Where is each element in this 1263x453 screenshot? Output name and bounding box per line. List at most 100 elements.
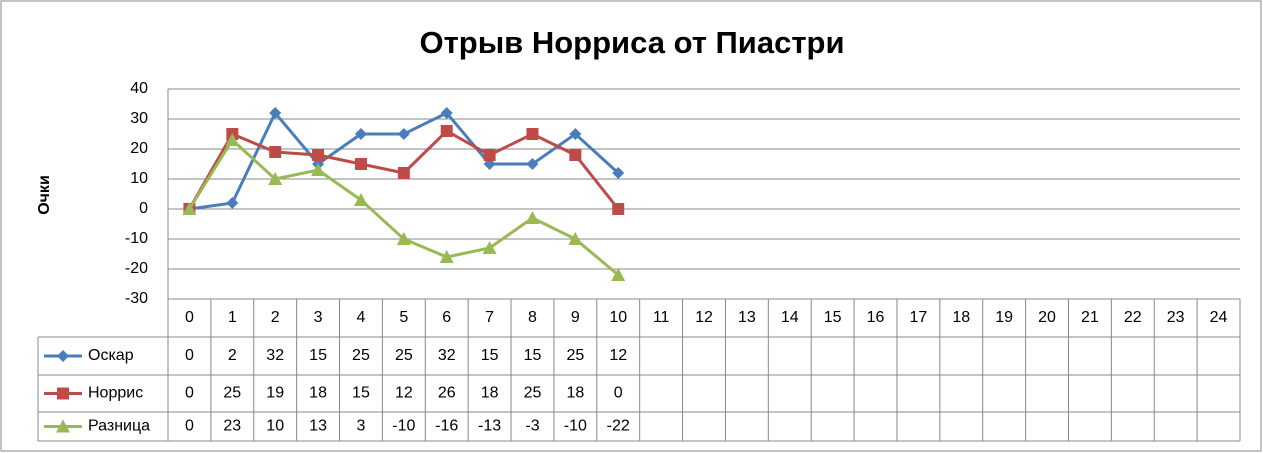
marker [397,167,410,179]
marker [482,241,497,254]
marker [353,193,368,206]
table-cell: 32 [266,347,284,364]
y-tick-label: 0 [139,200,148,217]
x-tick-label: 14 [781,309,799,326]
marker [57,350,69,362]
table-cell: 15 [524,347,542,364]
table-cell: -10 [392,418,415,435]
marker [268,172,283,185]
marker [525,211,540,224]
marker [182,202,197,215]
table-cell: 0 [185,347,194,364]
marker [483,149,496,161]
table-cell: -22 [607,418,630,435]
x-tick-label: 18 [952,309,970,326]
x-tick-label: 6 [442,309,451,326]
marker [440,125,453,137]
x-tick-label: 22 [1124,309,1142,326]
marker [526,158,539,170]
x-tick-label: 21 [1081,309,1099,326]
table-cell: 15 [352,385,370,402]
marker [269,146,282,158]
x-tick-label: 3 [314,309,323,326]
table-cell: 23 [223,418,241,435]
table-cell: 2 [228,347,237,364]
x-tick-label: 5 [399,309,408,326]
marker [269,107,282,119]
legend-label: Разница [88,418,150,435]
table-cell: 32 [438,347,456,364]
x-tick-label: 7 [485,309,494,326]
table-cell: 25 [524,385,542,402]
marker [311,163,326,176]
marker [526,128,539,140]
table-cell: 18 [481,385,499,402]
x-tick-label: 16 [867,309,885,326]
table-cell: 18 [309,385,327,402]
marker [57,387,69,400]
table-cell: -10 [564,418,587,435]
table-cell: 26 [438,385,456,402]
table-cell: -16 [435,418,458,435]
marker [568,232,583,245]
marker [396,232,411,245]
table-cell: 0 [185,418,194,435]
marker [439,250,454,263]
marker [56,419,70,433]
table-cell: 0 [614,385,623,402]
y-tick-label: -20 [125,260,148,277]
table-cell: 25 [223,385,241,402]
table-cell: 25 [352,347,370,364]
table-cell: 0 [185,385,194,402]
marker [354,128,367,140]
x-tick-label: 13 [738,309,756,326]
table-cell: 25 [395,347,413,364]
y-tick-label: 40 [130,80,148,97]
y-tick-label: 20 [130,140,148,157]
y-tick-label: -10 [125,230,148,247]
table-cell: 12 [609,347,627,364]
legend-label: Оскар [88,347,134,364]
marker [569,128,582,140]
table-cell: 12 [395,385,413,402]
table-cell: -3 [525,418,539,435]
table-cell: -13 [478,418,501,435]
table-cell: 3 [357,418,366,435]
marker [312,149,325,161]
x-tick-label: 19 [995,309,1013,326]
x-tick-label: 4 [357,309,366,326]
marker [397,128,410,140]
table-cell: 18 [566,385,584,402]
x-tick-label: 15 [824,309,842,326]
marker [611,268,626,281]
marker [612,167,625,179]
x-tick-label: 1 [228,309,237,326]
marker [612,203,625,215]
y-tick-label: 10 [130,170,148,187]
y-tick-label: -30 [125,290,148,307]
marker [225,133,240,146]
table-cell: 25 [566,347,584,364]
x-tick-label: 12 [695,309,713,326]
x-tick-label: 11 [653,309,670,326]
x-tick-label: 2 [271,309,280,326]
y-axis-label: Очки [36,175,53,215]
marker [569,149,582,161]
x-tick-label: 17 [910,309,928,326]
x-tick-label: 0 [185,309,194,326]
marker [440,107,453,119]
chart-title: Отрыв Норриса от Пиастри [419,25,844,60]
table-cell: 10 [266,418,284,435]
table-cell: 13 [309,418,327,435]
x-tick-label: 10 [609,309,627,326]
x-tick-label: 9 [571,309,580,326]
table-cell: 15 [309,347,327,364]
table-cell: 19 [266,385,284,402]
x-tick-label: 20 [1038,309,1056,326]
legend-label: Норрис [88,385,143,402]
x-tick-label: 8 [528,309,537,326]
marker [226,197,239,209]
y-tick-label: 30 [130,110,148,127]
